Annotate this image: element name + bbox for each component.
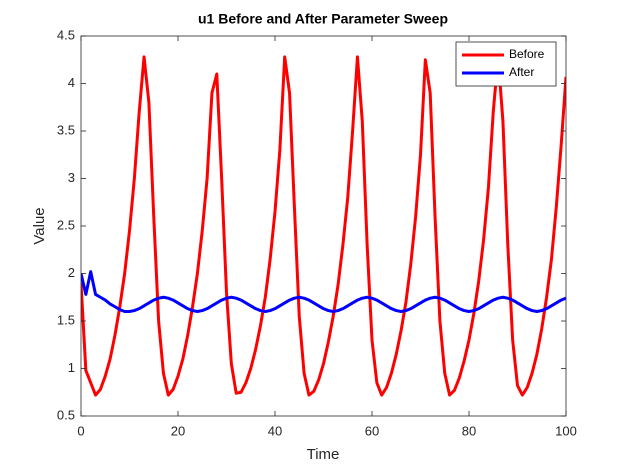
legend-box	[455, 41, 557, 87]
y-tick-label: 4.5	[57, 27, 75, 42]
x-tick-label: 0	[77, 423, 84, 438]
x-tick-label: 40	[268, 423, 282, 438]
y-tick-label: 1	[68, 360, 75, 375]
chart-title: u1 Before and After Parameter Sweep	[198, 11, 448, 27]
x-tick-label: 80	[462, 423, 476, 438]
y-tick-label: 2.5	[57, 217, 75, 232]
y-tick-label: 3	[68, 170, 75, 185]
x-tick-label: 20	[171, 423, 185, 438]
legend-label: After	[509, 65, 534, 79]
x-tick-label: 60	[365, 423, 379, 438]
legend-label: Before	[509, 47, 545, 61]
y-tick-label: 1.5	[57, 312, 75, 327]
y-tick-label: 4	[68, 75, 75, 90]
x-axis-label: Time	[307, 446, 340, 463]
x-tick-label: 100	[555, 423, 577, 438]
data-line	[81, 270, 566, 313]
y-axis-label: Value	[31, 207, 48, 244]
data-line	[81, 55, 566, 397]
y-tick-label: 3.5	[57, 122, 75, 137]
y-tick-label: 0.5	[57, 407, 75, 422]
y-tick-label: 2	[68, 265, 75, 280]
